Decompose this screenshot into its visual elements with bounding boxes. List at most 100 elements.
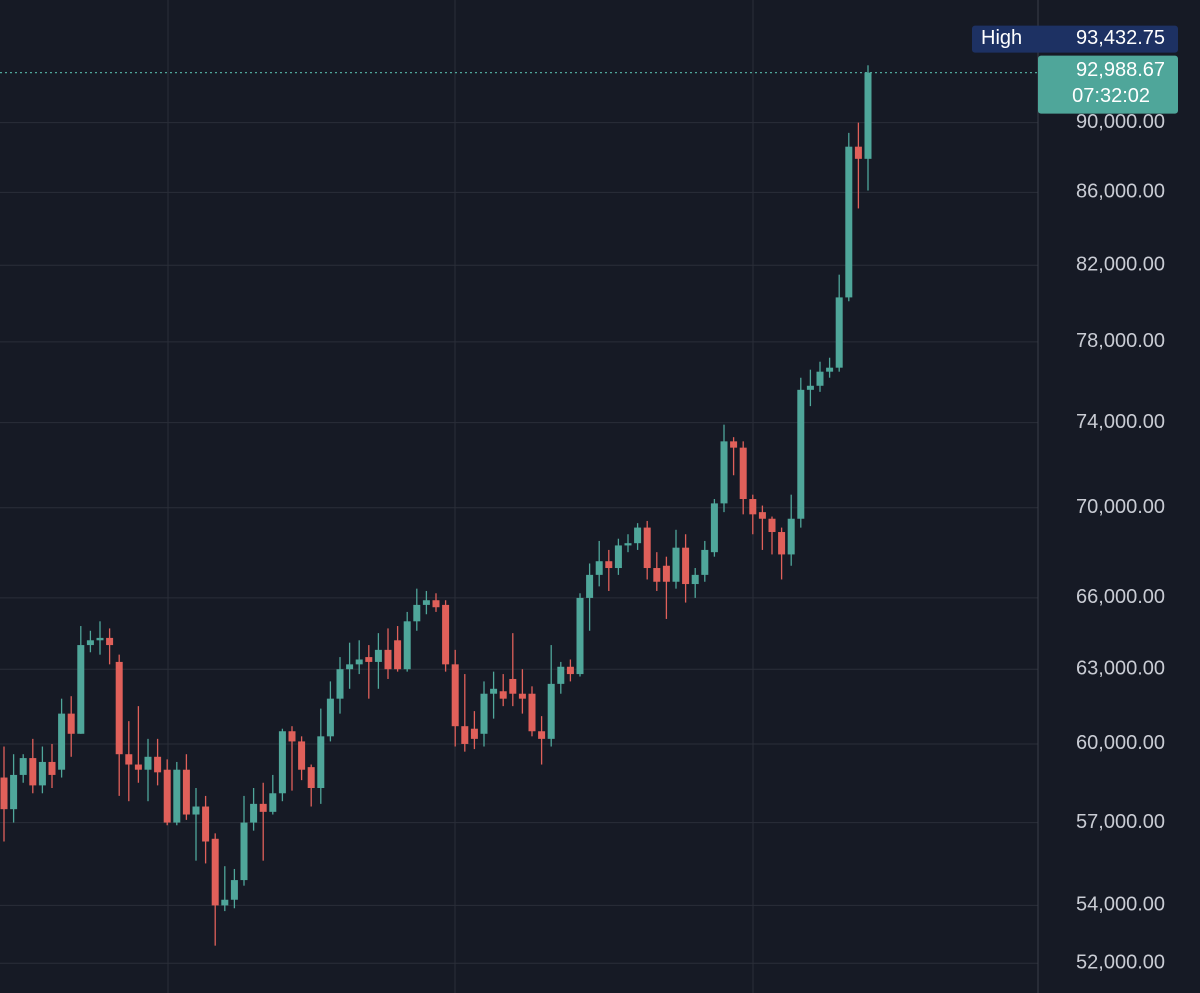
candle-body (701, 549, 709, 575)
candle-body (547, 683, 555, 739)
grid (0, 0, 1038, 993)
last-price-label: 92,988.67 (1076, 59, 1165, 81)
y-tick-label: 86,000.00 (1076, 181, 1165, 203)
candle-body (413, 604, 421, 622)
candle-body (614, 545, 622, 569)
high-text: High (981, 27, 1022, 49)
candle-body (173, 769, 181, 823)
candle-body (854, 146, 862, 159)
candle-body (710, 503, 718, 553)
candle-body (826, 367, 834, 372)
candle-body (816, 371, 824, 386)
candle-body (240, 822, 248, 881)
candle-body (182, 769, 190, 815)
candle-body (653, 568, 661, 582)
candle-body (557, 666, 565, 684)
y-tick-label: 78,000.00 (1076, 330, 1165, 352)
candle-body (739, 447, 747, 500)
candle-body (768, 518, 776, 533)
candle-body (10, 774, 18, 810)
candle-body (317, 736, 325, 789)
candle-body (538, 731, 546, 739)
candle-body (365, 657, 373, 662)
y-tick-label: 82,000.00 (1076, 254, 1165, 276)
candle-body (211, 838, 219, 906)
last-price-box (1038, 55, 1178, 114)
candle-body (605, 561, 613, 569)
price-labels: 92,988.67 07:32:02 High 93,432.75 (0, 25, 1178, 114)
candle-body (691, 574, 699, 585)
y-tick-label: 70,000.00 (1076, 496, 1165, 518)
candle-body (230, 880, 238, 900)
candle-body (67, 713, 75, 734)
candle-body (19, 758, 27, 775)
candle-body (134, 764, 142, 770)
candle-body (662, 565, 670, 582)
candle-body (566, 666, 574, 675)
candle-body (192, 806, 200, 815)
candle-body (864, 72, 872, 159)
candle-body (106, 637, 114, 646)
candle-body (499, 691, 507, 699)
price-axis: 52,000.00 54,000.00 57,000.00 60,000.00 63,0… (1076, 111, 1165, 974)
candle-body (394, 640, 402, 670)
candle-body (787, 518, 795, 555)
y-tick-label: 63,000.00 (1076, 657, 1165, 679)
candle-body (480, 693, 488, 734)
y-tick-label: 74,000.00 (1076, 411, 1165, 433)
candle-body (682, 547, 690, 585)
y-tick-label: 66,000.00 (1076, 586, 1165, 608)
candle-body (835, 297, 843, 368)
candle-body (624, 543, 632, 546)
candle-body (374, 649, 382, 662)
candle-body (586, 574, 594, 598)
candle-body (38, 761, 46, 786)
candle-body (77, 645, 85, 734)
candle-body (96, 637, 104, 641)
candle-body (154, 756, 162, 773)
candle-body (643, 527, 651, 569)
candle-body (298, 741, 306, 770)
candle-body (778, 532, 786, 555)
candle-body (384, 649, 392, 670)
candle-body (806, 385, 814, 390)
candle-body (250, 803, 258, 823)
candle-body (58, 713, 66, 770)
candle-body (307, 767, 315, 789)
candle-body (221, 899, 229, 906)
candle-body (730, 441, 738, 448)
candle-body (163, 769, 171, 823)
candle-body (451, 664, 459, 727)
candle-body (595, 561, 603, 575)
y-tick-label: 54,000.00 (1076, 894, 1165, 916)
candle-body (336, 669, 344, 699)
candle-body (259, 803, 267, 812)
candle-body (720, 441, 728, 504)
y-tick-label: 90,000.00 (1076, 111, 1165, 133)
candle-body (86, 640, 94, 646)
candle-body (432, 600, 440, 608)
candle-body (403, 621, 411, 670)
candle-body (115, 661, 123, 755)
candles (0, 65, 872, 946)
candle-body (461, 726, 469, 744)
candle-body (269, 793, 277, 812)
candle-body (490, 688, 498, 694)
candle-body (509, 678, 517, 694)
candle-body (326, 698, 334, 737)
candle-body (202, 806, 210, 842)
candle-body (749, 499, 757, 515)
candle-body (288, 731, 296, 742)
y-tick-label: 57,000.00 (1076, 811, 1165, 833)
candle-body (125, 754, 133, 765)
candle-body (672, 547, 680, 582)
candle-body (48, 761, 56, 775)
candle-body (422, 600, 430, 605)
candle-body (845, 146, 853, 298)
candle-body (0, 777, 8, 810)
candle-body (470, 728, 478, 739)
candle-body (528, 693, 536, 732)
high-value: 93,432.75 (1076, 27, 1165, 49)
